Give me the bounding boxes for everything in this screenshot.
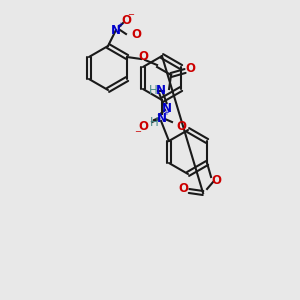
Text: N: N — [156, 85, 166, 98]
Text: H: H — [150, 116, 158, 128]
Text: +: + — [117, 22, 123, 28]
Text: O: O — [131, 28, 141, 40]
Text: O: O — [138, 50, 148, 64]
Text: −: − — [128, 11, 134, 20]
Text: O: O — [211, 173, 221, 187]
Text: N: N — [111, 23, 121, 37]
Text: +: + — [163, 110, 169, 116]
Text: −: − — [134, 128, 142, 136]
Text: O: O — [121, 14, 131, 26]
Text: N: N — [162, 101, 172, 115]
Text: O: O — [176, 119, 186, 133]
Text: O: O — [138, 119, 148, 133]
Text: N: N — [157, 112, 167, 124]
Text: O: O — [185, 62, 195, 76]
Text: O: O — [178, 182, 188, 196]
Text: H: H — [149, 85, 158, 98]
